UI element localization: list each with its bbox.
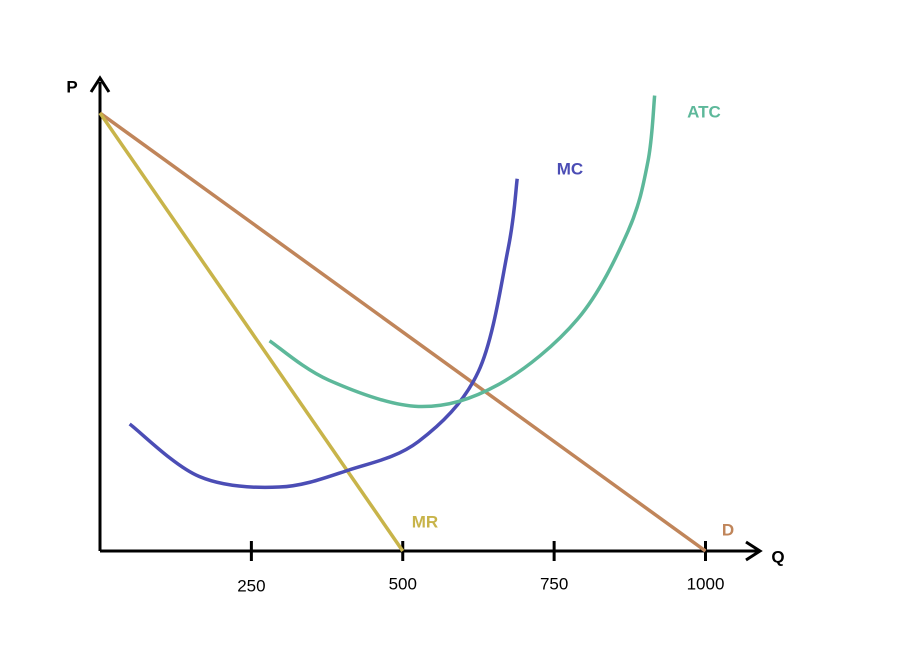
curve-label: D (722, 520, 734, 539)
curve-label: MC (557, 159, 583, 178)
curve-label: MR (412, 512, 438, 531)
x-axis-arrow (745, 540, 763, 562)
x-tick-label: 500 (389, 574, 417, 593)
x-tick-label: 250 (237, 576, 265, 595)
x-axis-label: Q (771, 547, 784, 566)
curve (98, 112, 405, 552)
curve (268, 95, 657, 409)
y-axis-arrow (89, 75, 111, 93)
x-tick-label: 1000 (687, 574, 725, 593)
curve (98, 111, 707, 553)
curve (128, 178, 519, 490)
curve-label: ATC (687, 102, 721, 121)
y-axis-label: P (66, 77, 77, 96)
x-tick-label: 750 (540, 574, 568, 593)
